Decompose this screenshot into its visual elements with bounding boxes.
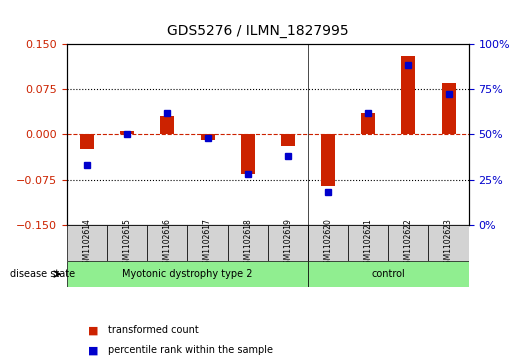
Text: control: control: [371, 269, 405, 279]
Bar: [401, 56, 416, 134]
Text: GDS5276 / ILMN_1827995: GDS5276 / ILMN_1827995: [167, 24, 348, 38]
Text: transformed count: transformed count: [108, 325, 199, 335]
Text: GSM1102621: GSM1102621: [364, 218, 373, 269]
Bar: [160, 116, 175, 134]
FancyBboxPatch shape: [388, 225, 428, 261]
FancyBboxPatch shape: [348, 225, 388, 261]
Bar: [200, 134, 215, 140]
FancyBboxPatch shape: [308, 225, 348, 261]
Bar: [281, 134, 295, 146]
Text: ■: ■: [88, 345, 98, 355]
Text: GSM1102618: GSM1102618: [243, 218, 252, 269]
FancyBboxPatch shape: [268, 225, 308, 261]
FancyBboxPatch shape: [107, 225, 147, 261]
FancyBboxPatch shape: [228, 225, 268, 261]
Text: GSM1102616: GSM1102616: [163, 218, 172, 269]
Text: GSM1102620: GSM1102620: [323, 218, 333, 269]
FancyBboxPatch shape: [428, 225, 469, 261]
Text: Myotonic dystrophy type 2: Myotonic dystrophy type 2: [122, 269, 253, 279]
Text: GSM1102619: GSM1102619: [283, 218, 293, 269]
Text: GSM1102617: GSM1102617: [203, 218, 212, 269]
Bar: [120, 131, 134, 134]
Bar: [321, 134, 335, 186]
Text: disease state: disease state: [10, 269, 75, 279]
Text: percentile rank within the sample: percentile rank within the sample: [108, 345, 273, 355]
Text: GSM1102615: GSM1102615: [123, 218, 132, 269]
Text: GSM1102614: GSM1102614: [82, 218, 92, 269]
FancyBboxPatch shape: [308, 261, 469, 287]
FancyBboxPatch shape: [67, 261, 308, 287]
FancyBboxPatch shape: [187, 225, 228, 261]
Text: ■: ■: [88, 325, 98, 335]
FancyBboxPatch shape: [147, 225, 187, 261]
Bar: [241, 134, 255, 174]
Bar: [361, 113, 375, 134]
Bar: [80, 134, 94, 150]
Text: GSM1102623: GSM1102623: [444, 218, 453, 269]
FancyBboxPatch shape: [67, 225, 107, 261]
Bar: [441, 83, 456, 134]
Text: GSM1102622: GSM1102622: [404, 218, 413, 269]
